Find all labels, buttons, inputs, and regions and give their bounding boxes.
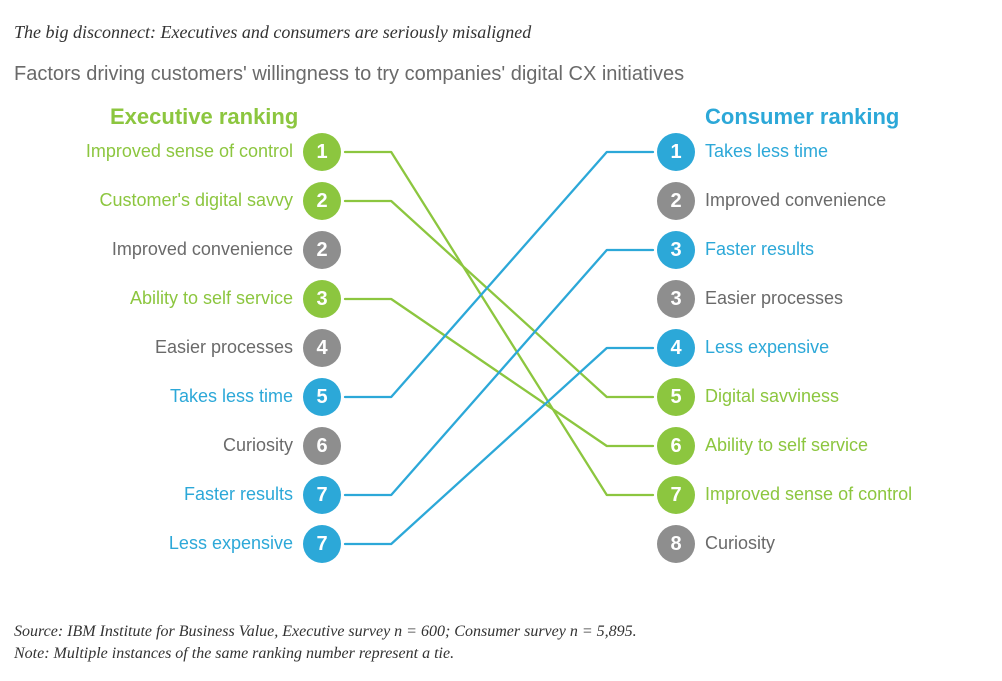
right-rank-label: Improved convenience	[705, 190, 886, 211]
page-subtitle: Factors driving customers' willingness t…	[14, 63, 684, 86]
page-title: The big disconnect: Executives and consu…	[14, 22, 531, 43]
right-rank-badge: 3	[657, 231, 695, 269]
right-rank-label: Digital savviness	[705, 386, 839, 407]
connector-line	[345, 299, 653, 446]
left-rank-badge: 7	[303, 476, 341, 514]
left-rank-label: Easier processes	[155, 337, 293, 358]
connector-line	[345, 152, 653, 397]
left-rank-label: Faster results	[184, 484, 293, 505]
left-rank-label: Takes less time	[170, 386, 293, 407]
right-rank-label: Ability to self service	[705, 435, 868, 456]
connector-lines	[0, 0, 1002, 681]
left-rank-badge: 2	[303, 182, 341, 220]
connector-line	[345, 152, 653, 495]
right-rank-badge: 2	[657, 182, 695, 220]
right-rank-label: Improved sense of control	[705, 484, 912, 505]
left-rank-badge: 3	[303, 280, 341, 318]
left-rank-badge: 4	[303, 329, 341, 367]
consumer-ranking-header: Consumer ranking	[705, 104, 899, 130]
right-rank-badge: 5	[657, 378, 695, 416]
connector-line	[345, 250, 653, 495]
right-rank-label: Easier processes	[705, 288, 843, 309]
left-rank-badge: 1	[303, 133, 341, 171]
left-rank-badge: 2	[303, 231, 341, 269]
footer-note: Note: Multiple instances of the same ran…	[14, 645, 454, 663]
right-rank-badge: 6	[657, 427, 695, 465]
right-rank-badge: 8	[657, 525, 695, 563]
footer-source: Source: IBM Institute for Business Value…	[14, 623, 637, 641]
connector-line	[345, 348, 653, 544]
left-rank-label: Customer's digital savvy	[100, 190, 294, 211]
right-rank-label: Faster results	[705, 239, 814, 260]
right-rank-badge: 4	[657, 329, 695, 367]
left-rank-badge: 6	[303, 427, 341, 465]
right-rank-badge: 1	[657, 133, 695, 171]
right-rank-badge: 3	[657, 280, 695, 318]
right-rank-label: Takes less time	[705, 141, 828, 162]
left-rank-label: Improved sense of control	[86, 141, 293, 162]
right-rank-label: Less expensive	[705, 337, 829, 358]
left-rank-badge: 7	[303, 525, 341, 563]
left-rank-label: Improved convenience	[112, 239, 293, 260]
left-rank-label: Less expensive	[169, 533, 293, 554]
right-rank-badge: 7	[657, 476, 695, 514]
infographic-root: The big disconnect: Executives and consu…	[0, 0, 1002, 681]
connector-line	[345, 201, 653, 397]
left-rank-badge: 5	[303, 378, 341, 416]
executive-ranking-header: Executive ranking	[110, 104, 298, 130]
left-rank-label: Ability to self service	[130, 288, 293, 309]
left-rank-label: Curiosity	[223, 435, 293, 456]
right-rank-label: Curiosity	[705, 533, 775, 554]
